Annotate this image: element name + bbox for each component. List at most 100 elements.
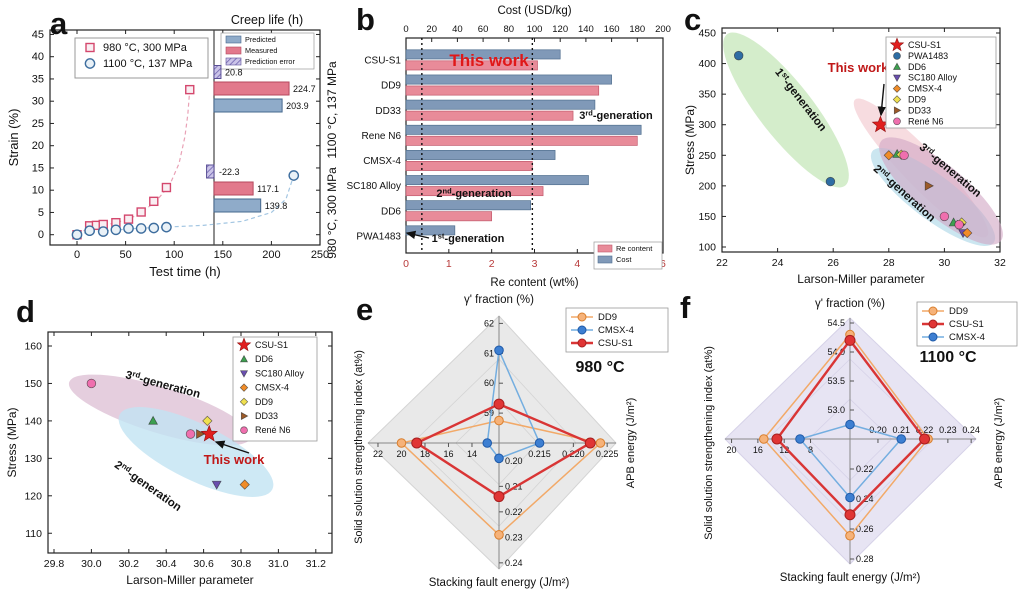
svg-text:0.20: 0.20 (505, 456, 523, 466)
svg-text:16: 16 (753, 445, 763, 455)
svg-text:31.0: 31.0 (268, 558, 289, 570)
panel-d-legend-label: René N6 (255, 425, 291, 435)
b-bar-re (405, 60, 538, 71)
svg-text:400: 400 (698, 58, 716, 70)
svg-text:24: 24 (772, 257, 784, 269)
svg-text:150: 150 (214, 249, 232, 261)
b-category-label: DD6 (381, 206, 401, 217)
panel-c-legend-label: SC180 Alloy (908, 73, 958, 83)
panel-d-series-DD6 (148, 415, 159, 425)
svg-text:0.22: 0.22 (505, 507, 523, 517)
b-category-label: CMSX-4 (363, 156, 401, 167)
svg-text:200: 200 (655, 24, 671, 35)
panel-d-legend: CSU-S1 DD6 SC180 Alloy CMSX-4 DD9 DD33 René N6 (232, 336, 318, 442)
svg-text:0.20: 0.20 (869, 425, 887, 435)
panel-f-legend-label: CSU-S1 (949, 319, 984, 330)
b-category-label: PWA1483 (356, 231, 401, 242)
panel-c-legend-label: CSU-S1 (908, 40, 941, 50)
a-inset-title: Creep life (h) (231, 13, 303, 27)
b-legend-label: Re content (616, 244, 653, 253)
svg-text:140: 140 (578, 24, 594, 35)
panel-e-series-CSU-S1 (411, 398, 596, 503)
svg-text:53.5: 53.5 (827, 376, 845, 386)
a-inset-legend-label: Predicted (245, 35, 276, 44)
svg-text:0.22: 0.22 (856, 464, 874, 474)
b-bar-cost (405, 225, 456, 236)
svg-text:80: 80 (504, 24, 515, 35)
panel-d-series-DD9 (202, 415, 213, 427)
svg-text:6: 6 (660, 258, 666, 270)
panel-f-right-axis-title: APB energy (J/m²) (993, 398, 1005, 488)
panel-f-top-axis-title: γ' fraction (%) (815, 298, 885, 310)
svg-text:0.26: 0.26 (856, 524, 874, 534)
svg-text:20: 20 (426, 24, 437, 35)
svg-text:0.24: 0.24 (505, 558, 523, 568)
panel-c-legend-label: DD6 (908, 62, 926, 72)
panel-c-generation-ellipse (723, 32, 849, 188)
panel-f-legend-label: DD9 (949, 306, 968, 317)
panel-c-series-René N6 (899, 150, 964, 230)
svg-text:0.21: 0.21 (505, 481, 523, 491)
panel-letter-c: c (684, 2, 702, 37)
b-cost-axis-label: Cost (USD/kg) (497, 5, 571, 17)
b-legend-label: Cost (616, 255, 632, 264)
panel-c-this-work-label: This work (828, 60, 889, 75)
panel-d-series-CSU-S1 (200, 424, 218, 442)
svg-text:120: 120 (552, 24, 568, 35)
panel-f-series-CSU-S1 (771, 334, 931, 521)
b-bar-re (405, 110, 574, 121)
svg-text:18: 18 (420, 449, 430, 459)
panel-f-temperature-label: 1100 °C (919, 349, 977, 366)
panel-e-legend-label: CSU-S1 (598, 338, 633, 349)
svg-text:300: 300 (698, 119, 716, 131)
svg-text:20: 20 (396, 449, 406, 459)
a-inset-bars-1: -22.3 117.1 139.8 (206, 164, 288, 213)
panel-d-series-SC180 Alloy (211, 480, 222, 490)
b-bar-re (405, 135, 638, 146)
panel-d-legend-label: DD6 (255, 354, 273, 364)
svg-text:200: 200 (698, 180, 716, 192)
a-bar-value: 139.8 (265, 201, 288, 211)
a-inset-legend-label: Prediction error (245, 57, 295, 66)
svg-text:15: 15 (32, 162, 44, 174)
svg-text:0.23: 0.23 (505, 532, 523, 542)
svg-text:20: 20 (727, 445, 737, 455)
svg-text:100: 100 (698, 242, 716, 254)
b-category-label: CSU-S1 (364, 56, 401, 67)
svg-text:350: 350 (698, 89, 716, 101)
panel-letter-f: f (680, 290, 691, 325)
svg-text:150: 150 (698, 211, 716, 223)
svg-text:14: 14 (467, 449, 477, 459)
panel-e-legend: DD9 CMSX-4 CSU-S1 (565, 307, 669, 353)
a-series-1100C (71, 170, 300, 241)
b-gen2-label: 2nd-generation (436, 186, 511, 200)
svg-text:2: 2 (489, 258, 495, 270)
a-legend: 980 °C, 300 MPa 1100 °C, 137 MPa (74, 37, 209, 79)
a-bar-value: -22.3 (219, 167, 240, 177)
panel-e-series-CMSX-4 (482, 345, 545, 464)
svg-text:59: 59 (484, 408, 494, 418)
b-gen1-label: 1st-generation (432, 231, 505, 245)
svg-text:250: 250 (311, 249, 329, 261)
a-y-axis-label: Strain (%) (6, 109, 21, 167)
panel-c-y-axis-label: Stress (MPa) (683, 105, 697, 175)
svg-text:40: 40 (452, 24, 463, 35)
a-inset-bars-0: 20.8 224.7 203.9 (213, 65, 316, 113)
panel-c-legend-label: DD9 (908, 95, 926, 105)
panel-d-generation-ellipse (118, 407, 274, 497)
b-bar-re (405, 211, 493, 222)
svg-text:0.21: 0.21 (892, 425, 910, 435)
panel-d-this-work-label: This work (204, 452, 265, 467)
b-bar-cost (405, 49, 561, 60)
svg-text:12: 12 (779, 445, 789, 455)
panel-d-y-axis-label: Stress (MPa) (5, 407, 19, 477)
b-this-work-label: This work (449, 51, 529, 70)
svg-text:0.225: 0.225 (596, 449, 619, 459)
svg-text:160: 160 (604, 24, 620, 35)
panel-f-series-CMSX-4 (795, 419, 907, 503)
b-bar-re (405, 85, 600, 96)
svg-text:20: 20 (32, 140, 44, 152)
svg-text:53.0: 53.0 (827, 405, 845, 415)
